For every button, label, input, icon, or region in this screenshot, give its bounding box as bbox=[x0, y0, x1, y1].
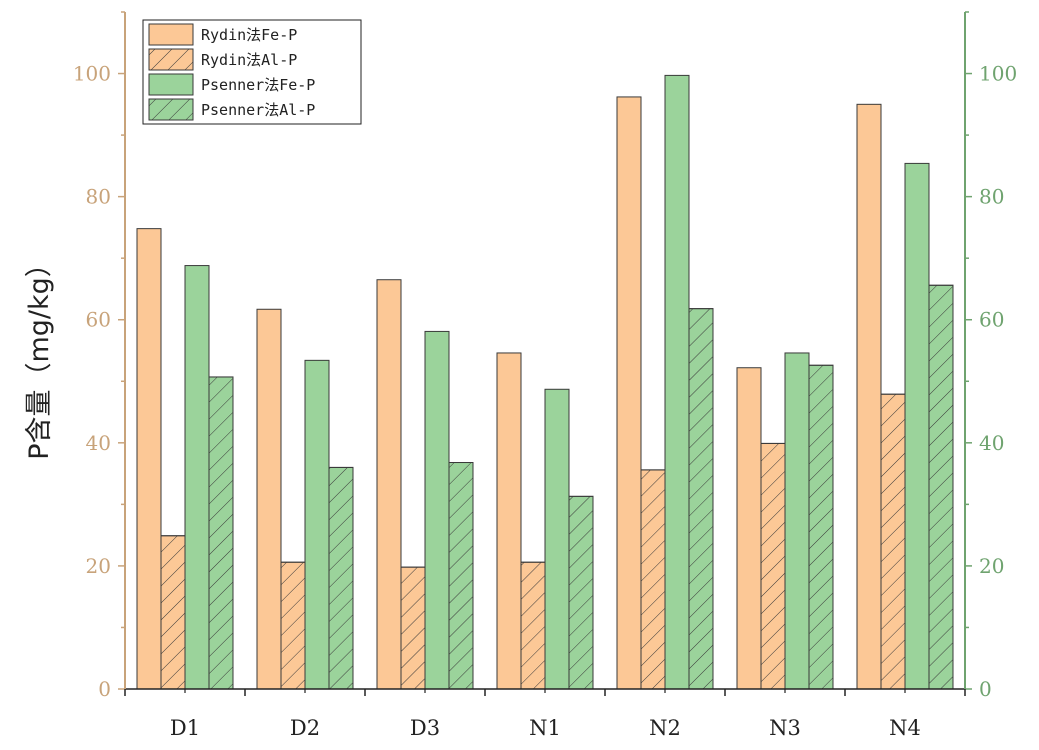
bar-hatch-d3-series-2 bbox=[400, 566, 426, 690]
right-tick-label: 0 bbox=[979, 677, 992, 701]
bar-hatch-n2-series-4 bbox=[688, 308, 714, 690]
bar-hatch-n3-series-4 bbox=[808, 364, 834, 690]
bar-hatch-n4-series-4 bbox=[928, 284, 954, 690]
bar-n4-series-3 bbox=[904, 162, 930, 690]
bar-hatch-d2-series-4 bbox=[328, 466, 354, 690]
legend-swatch-hatch-2 bbox=[148, 48, 194, 71]
category-label-d3: D3 bbox=[410, 716, 440, 740]
bar-hatch-n1-series-4 bbox=[568, 495, 594, 690]
legend-swatch-hatch-4 bbox=[148, 98, 194, 121]
category-label-n1: N1 bbox=[529, 716, 561, 740]
legend-label-1: Rydin法Fe-P bbox=[201, 26, 297, 44]
bar-hatch-d3-series-4 bbox=[448, 462, 474, 690]
left-tick-label: 20 bbox=[86, 554, 111, 578]
bar-n1-series-1 bbox=[496, 352, 522, 690]
bar-d1-series-3 bbox=[184, 265, 210, 690]
legend-label-2: Rydin法Al-P bbox=[201, 51, 297, 69]
bar-d2-series-3 bbox=[304, 359, 330, 690]
category-label-n3: N3 bbox=[769, 716, 801, 740]
right-tick-label: 60 bbox=[979, 308, 1004, 332]
left-tick-label: 80 bbox=[86, 185, 111, 209]
bar-d2-series-1 bbox=[256, 308, 282, 690]
left-tick-label: 60 bbox=[86, 308, 111, 332]
category-label-n2: N2 bbox=[649, 716, 681, 740]
bar-d3-series-3 bbox=[424, 330, 450, 690]
bar-n3-series-3 bbox=[784, 352, 810, 690]
category-label-n4: N4 bbox=[889, 716, 921, 740]
bar-hatch-n3-series-2 bbox=[760, 442, 786, 690]
bar-hatch-n2-series-2 bbox=[640, 469, 666, 690]
axes-group: 0 0 20 20 40 40 60 60 80 80 100 100 D1 D2 D3 N1 N2 N3 N4 bbox=[73, 11, 1017, 740]
bar-hatch-n1-series-2 bbox=[520, 561, 546, 690]
bars-group bbox=[136, 74, 954, 690]
bar-hatch-n4-series-2 bbox=[880, 393, 906, 690]
left-tick-label: 40 bbox=[86, 431, 111, 455]
bar-n4-series-1 bbox=[856, 103, 882, 690]
category-label-d1: D1 bbox=[170, 716, 200, 740]
right-tick-label: 80 bbox=[979, 185, 1004, 209]
left-tick-label: 100 bbox=[73, 62, 111, 86]
category-label-d2: D2 bbox=[290, 716, 320, 740]
legend: Rydin法Fe-P Rydin法Al-P Psenner法Fe-P Psenner法… bbox=[142, 19, 362, 125]
bar-d1-series-1 bbox=[136, 228, 162, 690]
left-tick-label: 0 bbox=[98, 677, 111, 701]
legend-label-3: Psenner法Fe-P bbox=[201, 76, 315, 94]
bar-hatch-d1-series-4 bbox=[208, 376, 234, 690]
right-tick-label: 40 bbox=[979, 431, 1004, 455]
bar-hatch-d2-series-2 bbox=[280, 561, 306, 690]
right-tick-label: 100 bbox=[979, 62, 1017, 86]
right-tick-label: 20 bbox=[979, 554, 1004, 578]
bar-n1-series-3 bbox=[544, 388, 570, 690]
bar-hatch-d1-series-2 bbox=[160, 535, 186, 690]
bar-n2-series-3 bbox=[664, 74, 690, 690]
bar-n2-series-1 bbox=[616, 96, 642, 690]
bar-d3-series-1 bbox=[376, 279, 402, 690]
legend-label-4: Psenner法Al-P bbox=[201, 101, 315, 119]
legend-swatch-1 bbox=[148, 23, 194, 46]
y-axis-title: P含量（mg/kg） bbox=[24, 250, 55, 460]
bar-n3-series-1 bbox=[736, 367, 762, 690]
legend-swatch-3 bbox=[148, 73, 194, 96]
